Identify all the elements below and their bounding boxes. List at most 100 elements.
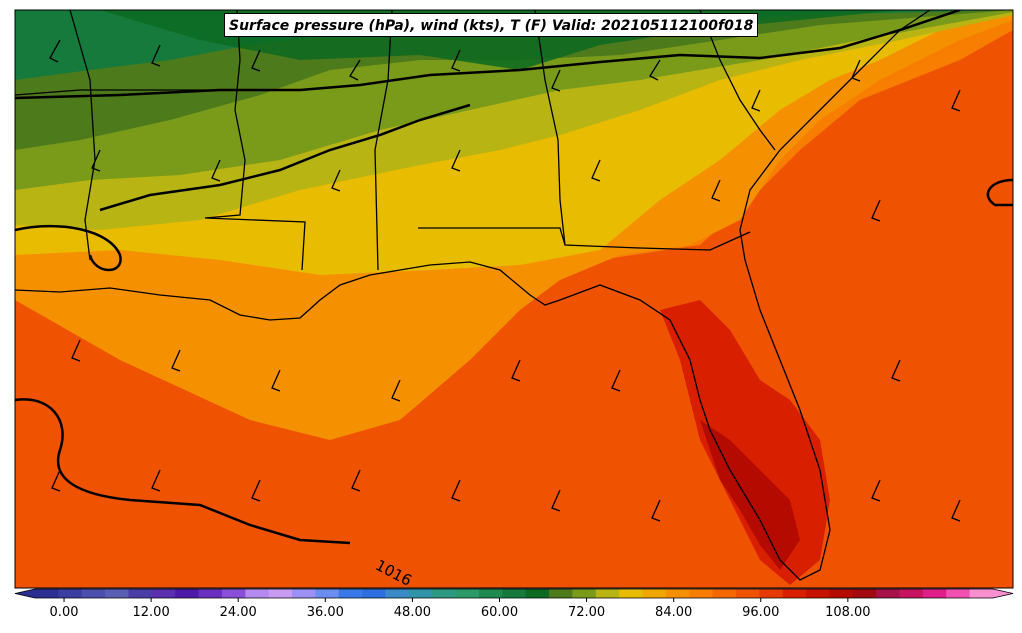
colorbar-swatch [922, 589, 947, 598]
colorbar-swatch [806, 589, 830, 598]
colorbar-swatch [525, 589, 550, 598]
colorbar-tick-label: 108.00 [825, 605, 871, 620]
wind-barb [891, 359, 901, 382]
isobar-west-loop [15, 224, 122, 272]
wind-barb [451, 49, 461, 72]
colorbar-swatch [81, 589, 106, 598]
state-border-fl-ga-al [418, 227, 751, 251]
wind-barb [151, 469, 161, 492]
isobar-north [15, 10, 961, 100]
wind-barb [649, 59, 661, 81]
colorbar-tick-label: 0.00 [49, 605, 79, 620]
wind-barb [651, 499, 661, 522]
colorbar-swatch [385, 589, 410, 598]
wind-barbs [49, 39, 961, 522]
state-border-ga-sc [699, 10, 776, 151]
map-frame [14, 9, 1014, 589]
colorbar-outline [14, 588, 1014, 599]
colorbar-swatch [362, 589, 386, 598]
colorbar-swatch [338, 589, 363, 598]
colorbar-swatch [221, 589, 246, 598]
wind-barb [951, 499, 961, 522]
colorbar-swatch [198, 589, 223, 598]
colorbar-swatch [735, 589, 760, 598]
colorbar-swatch [759, 589, 784, 598]
wind-barb [871, 199, 881, 222]
temp-hotter-region [700, 420, 800, 570]
wind-barb [851, 59, 861, 82]
wind-barb [71, 339, 81, 362]
wind-barb [271, 369, 281, 392]
colorbar-max-extend [993, 589, 1013, 598]
wind-barb [451, 149, 461, 172]
colorbar-swatch [35, 589, 59, 598]
wind-barb [251, 479, 261, 502]
colorbar-swatch [829, 589, 854, 598]
wind-barb [591, 159, 601, 182]
colorbar-swatch [128, 589, 153, 598]
colorbar-swatch [549, 589, 573, 598]
wind-barb [951, 89, 961, 112]
colorbar-swatch [665, 589, 690, 598]
colorbar-swatch [852, 589, 877, 598]
colorbar [14, 588, 1014, 602]
colorbar-swatch [689, 589, 714, 598]
colorbar-tick-label: 84.00 [655, 605, 693, 620]
map-title: Surface pressure (hPa), wind (kts), T (F… [224, 13, 759, 37]
wind-barb [251, 49, 261, 72]
wind-barb [711, 179, 721, 202]
gulf-coastline [15, 10, 931, 581]
colorbar-tick-label: 48.00 [393, 605, 431, 620]
colorbar-swatch [572, 589, 597, 598]
colorbar-swatch [502, 589, 527, 598]
wind-barb [511, 359, 521, 382]
isobar-south-1016 [15, 398, 351, 545]
colorbar-swatch [58, 589, 83, 598]
wind-barb [551, 69, 561, 92]
colorbar-swatch [876, 589, 901, 598]
map-borders [15, 10, 931, 581]
wind-barb [51, 469, 61, 492]
wind-barb [611, 369, 621, 392]
wind-barb [391, 379, 401, 402]
wind-barb [871, 479, 881, 502]
colorbar-swatch [619, 589, 644, 598]
colorbar-swatch [268, 589, 293, 598]
colorbar-swatch [175, 589, 200, 598]
colorbar-swatch [455, 589, 480, 598]
colorbar-swatch [245, 589, 270, 598]
colorbar-swatch [712, 589, 737, 598]
colorbar-swatch [315, 589, 340, 598]
colorbar-swatch [151, 589, 176, 598]
isobars [15, 10, 1013, 545]
state-border-la-ms [204, 10, 306, 271]
colorbar-tick-label: 36.00 [306, 605, 344, 620]
colorbar-tick-label: 72.00 [567, 605, 606, 620]
wind-barb [49, 39, 61, 63]
colorbar-swatch [408, 589, 433, 598]
colorbar-swatch [642, 589, 667, 598]
wind-barb [171, 349, 181, 372]
colorbar-swatch [105, 589, 129, 598]
wind-barb [451, 479, 461, 502]
colorbar-min-extend [15, 589, 35, 598]
isobar-middle [99, 103, 471, 212]
colorbar-swatch [432, 589, 457, 598]
colorbar-swatch [782, 589, 807, 598]
wind-barb [91, 149, 101, 172]
wind-barb [349, 59, 361, 81]
colorbar-tick-label: 24.00 [219, 605, 257, 620]
isobar-east-loop [986, 178, 1013, 207]
wind-barb [151, 44, 161, 67]
colorbar-tick-label: 60.00 [480, 605, 519, 620]
state-border-ms-al [374, 10, 393, 271]
colorbar-swatch [478, 589, 503, 598]
colorbar-tick-label: 12.00 [132, 605, 170, 620]
wind-barb [351, 469, 361, 492]
colorbar-swatch [946, 589, 971, 598]
wind-barb [551, 489, 561, 512]
colorbar-swatch [595, 589, 620, 598]
wind-barb [211, 159, 221, 182]
colorbar-swatch [969, 589, 994, 598]
